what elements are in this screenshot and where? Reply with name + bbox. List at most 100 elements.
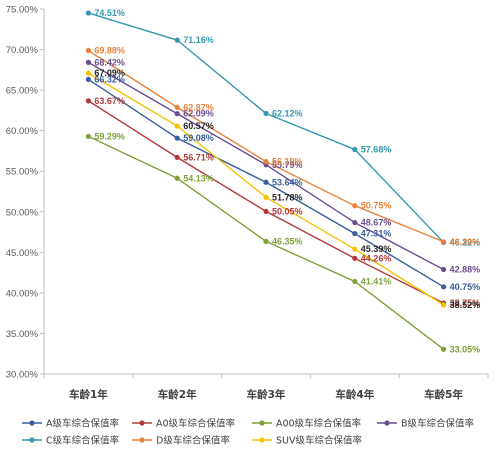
data-point	[441, 266, 447, 273]
data-label: 66.32%	[94, 74, 125, 84]
data-point	[85, 98, 91, 104]
x-tick-label: 车龄2年	[158, 388, 197, 401]
legend: A级车综合保值率 A0级车综合保值率 A00级车综合保值率 B级车综合保值率 C级车综合…	[22, 418, 475, 447]
x-tick-label: 车龄5年	[424, 388, 463, 401]
x-tick-label: 车龄3年	[247, 388, 286, 401]
data-point	[85, 133, 91, 140]
series-points	[85, 10, 447, 352]
data-point	[263, 158, 269, 165]
legend-marker	[259, 437, 265, 443]
data-point	[263, 110, 269, 117]
y-tick-label: 65.00%	[6, 86, 39, 97]
data-label: 40.75%	[450, 282, 481, 292]
y-tick-label: 50.00%	[6, 207, 39, 218]
x-tick-label: 车龄4年	[335, 388, 374, 401]
y-tick-label: 40.00%	[6, 288, 39, 299]
legend-marker	[384, 420, 390, 426]
data-point	[85, 59, 91, 65]
data-label: 47.31%	[361, 229, 392, 239]
data-point	[174, 104, 180, 110]
data-point	[352, 203, 358, 209]
data-point	[441, 346, 447, 352]
data-label: 44.26%	[361, 253, 392, 263]
y-tick-label: 30.00%	[6, 370, 39, 381]
data-point	[263, 208, 269, 214]
data-point	[85, 10, 91, 16]
legend-label: C级车综合保值率	[46, 435, 120, 447]
data-point	[352, 146, 358, 153]
data-label: 50.05%	[272, 206, 303, 216]
legend-marker	[139, 420, 145, 426]
data-label: 62.12%	[272, 108, 303, 118]
data-label: 42.88%	[450, 265, 481, 275]
legend-label: A0级车综合保值率	[156, 418, 236, 430]
data-label: 46.22%	[450, 237, 481, 247]
data-point	[174, 37, 180, 43]
legend-marker	[29, 437, 35, 443]
data-point	[85, 76, 91, 83]
data-label: 69.88%	[94, 46, 125, 56]
data-label: 59.29%	[94, 131, 125, 141]
data-labels: 66.32% 59.08% 53.64% 47.31% 40.75% 63.67% 56.7…	[94, 8, 480, 354]
data-point	[263, 238, 269, 244]
y-tick-label: 70.00%	[6, 45, 39, 56]
data-point	[85, 47, 91, 54]
data-point	[352, 278, 358, 285]
legend-label: A级车综合保值率	[46, 418, 119, 430]
y-tick-label: 35.00%	[6, 329, 39, 340]
axes: 30.00% 35.00% 40.00% 45.00% 50.00% 55.00% 60.0…	[6, 5, 489, 401]
legend-label: A00级车综合保值率	[276, 418, 362, 430]
data-label: 45.39%	[361, 244, 392, 254]
legend-label: D级车综合保值率	[156, 435, 230, 447]
data-label: 38.75%	[450, 298, 481, 308]
data-label: 60.57%	[183, 121, 214, 131]
data-point	[174, 123, 180, 129]
legend-marker	[139, 437, 145, 443]
x-tick-label: 车龄1年	[69, 388, 108, 401]
data-point	[352, 230, 358, 237]
data-label: 55.79%	[272, 160, 303, 170]
legend-label: SUV级车综合保值率	[276, 435, 362, 447]
data-label: 57.68%	[361, 144, 392, 154]
series-line	[88, 72, 444, 306]
data-point	[85, 70, 91, 76]
data-label: 51.78%	[272, 192, 303, 202]
data-point	[441, 302, 447, 308]
data-label: 56.71%	[183, 152, 214, 162]
data-label: 59.08%	[183, 133, 214, 143]
data-point	[263, 179, 269, 185]
data-label: 33.05%	[450, 344, 481, 354]
data-label: 48.67%	[361, 218, 392, 228]
data-point	[441, 284, 447, 290]
y-tick-label: 60.00%	[6, 126, 39, 137]
data-label: 56.19%	[272, 157, 303, 167]
data-point	[352, 246, 358, 252]
data-point	[441, 239, 447, 245]
y-tick-label: 55.00%	[6, 167, 39, 178]
data-label: 54.13%	[183, 173, 214, 183]
data-label: 53.64%	[272, 177, 303, 187]
data-label: 62.87%	[183, 102, 214, 112]
data-label: 68.42%	[94, 57, 125, 67]
legend-marker	[29, 420, 35, 426]
data-point	[352, 255, 358, 261]
data-label: 74.51%	[94, 8, 125, 18]
data-point	[174, 135, 180, 141]
data-label: 63.67%	[94, 96, 125, 106]
data-label: 38.52%	[450, 300, 481, 310]
data-point	[263, 194, 269, 200]
legend-label: B级车综合保值率	[401, 418, 475, 430]
data-point	[174, 111, 180, 117]
data-label: 71.16%	[183, 35, 214, 45]
data-label: 62.09%	[183, 109, 214, 119]
data-point	[174, 175, 180, 181]
data-point	[174, 154, 180, 160]
data-label: 41.41%	[361, 276, 392, 286]
data-label: 46.30%	[450, 237, 481, 247]
legend-marker	[259, 420, 265, 426]
data-label: 46.35%	[272, 236, 303, 246]
y-tick-label: 45.00%	[6, 248, 39, 259]
data-point	[352, 219, 358, 226]
data-label: 67.09%	[94, 68, 125, 78]
